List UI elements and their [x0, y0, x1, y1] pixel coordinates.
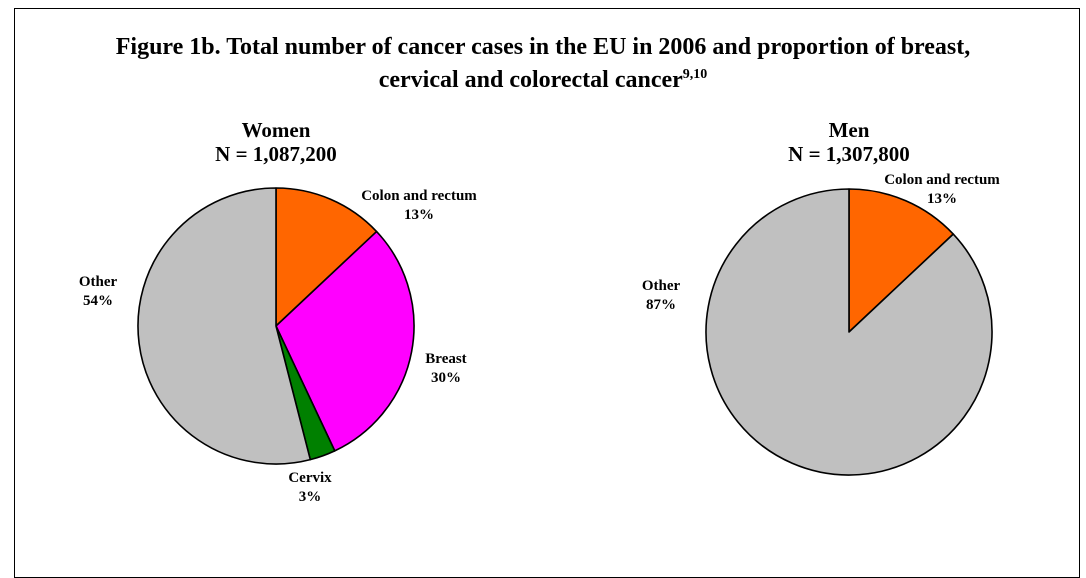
men-chart-header: Men N = 1,307,800	[749, 118, 949, 166]
women-label-breast-value: 30%	[431, 370, 461, 386]
men-label-other-name: Other	[642, 278, 681, 294]
figure-title-reference: 9,10	[682, 67, 708, 82]
women-slice-breast	[275, 230, 415, 452]
figure-title-line2-text: cervical and colorectal cancer	[378, 67, 683, 93]
women-label-breast-name: Breast	[425, 351, 466, 367]
figure-title-line1: Figure 1b. Total number of cancer cases …	[115, 34, 971, 60]
women-chart-title: Women	[241, 118, 311, 142]
men-chart-subtitle: N = 1,307,800	[788, 142, 910, 166]
men-label-colon-and-rectum: Colon and rectum 13%	[884, 172, 1000, 207]
figure-title: Figure 1b. Total number of cancer cases …	[0, 34, 1086, 94]
men-label-colon-and-rectum-name: Colon and rectum	[884, 172, 1000, 188]
women-chart-header: Women N = 1,087,200	[176, 118, 376, 166]
pie-charts: Colon and rectum 13% Breast 30% Cervix 3% Othe…	[79, 172, 1000, 505]
women-label-colon-and-rectum: Colon and rectum 13%	[361, 188, 477, 223]
women-slice-other	[137, 187, 312, 465]
women-label-cervix: Cervix 3%	[288, 470, 332, 505]
women-label-cervix-name: Cervix	[288, 470, 332, 486]
figure-title-line2: cervical and colorectal cancer9,10	[0, 61, 1086, 94]
men-slice-other	[705, 188, 993, 476]
women-label-other-name: Other	[79, 274, 118, 290]
men-slice-colon-and-rectum	[848, 188, 955, 333]
women-slice-colon-and-rectum	[275, 187, 378, 327]
men-label-other-value: 87%	[646, 297, 676, 313]
women-label-breast: Breast 30%	[425, 351, 466, 386]
women-label-other: Other 54%	[79, 274, 118, 309]
women-label-colon-and-rectum-value: 13%	[404, 207, 434, 223]
men-label-other: Other 87%	[642, 278, 681, 313]
women-label-cervix-value: 3%	[299, 489, 322, 505]
men-chart-title: Men	[828, 118, 870, 142]
men-label-colon-and-rectum-value: 13%	[927, 191, 957, 207]
women-chart-subtitle: N = 1,087,200	[215, 142, 337, 166]
women-label-colon-and-rectum-name: Colon and rectum	[361, 188, 477, 204]
women-label-other-value: 54%	[83, 293, 113, 309]
